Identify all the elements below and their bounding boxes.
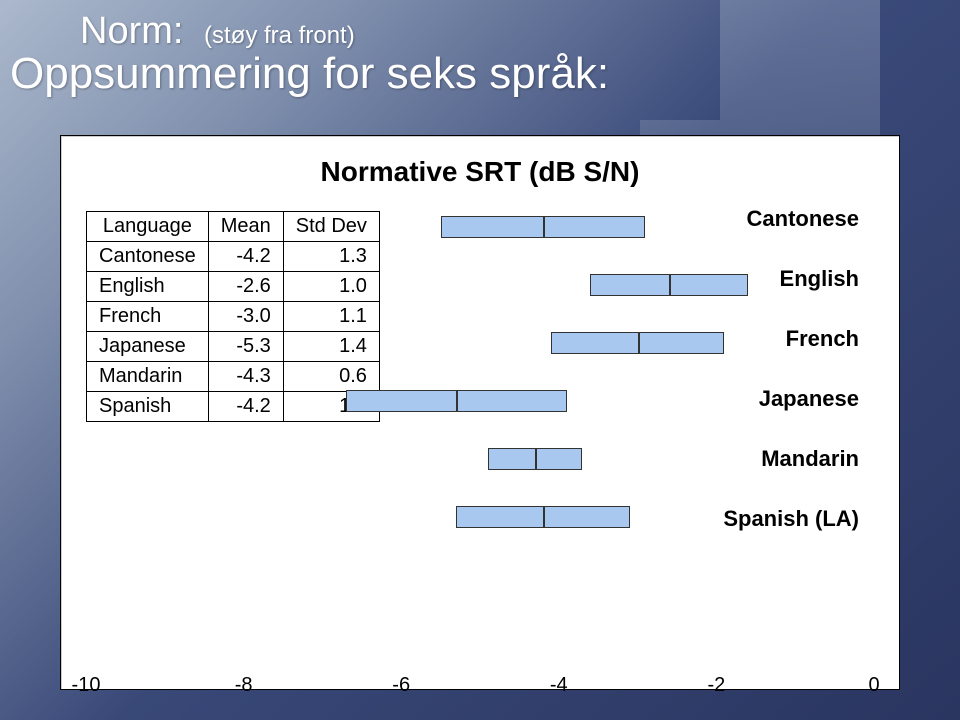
x-tick-label: -10 bbox=[72, 674, 101, 697]
error-bar-median bbox=[543, 216, 545, 238]
x-tick-label: -8 bbox=[235, 674, 253, 697]
series-label: Cantonese bbox=[723, 206, 859, 232]
chart-panel: Normative SRT (dB S/N) Language Mean Std… bbox=[60, 135, 900, 690]
header-norm-line: Norm: (støy fra front) bbox=[80, 10, 609, 53]
series-labels: Cantonese English French Japanese Mandarin Sp… bbox=[723, 206, 859, 566]
norm-sub: (støy fra front) bbox=[204, 22, 355, 49]
series-label: Spanish (LA) bbox=[723, 506, 859, 532]
x-tick-label: -6 bbox=[392, 674, 410, 697]
x-tick-label: -2 bbox=[707, 674, 725, 697]
header-subtitle: Oppsummering for seks språk: bbox=[10, 49, 609, 99]
series-label: French bbox=[723, 326, 859, 352]
series-label: Japanese bbox=[723, 386, 859, 412]
slide-header: Norm: (støy fra front) Oppsummering for … bbox=[10, 10, 609, 99]
series-label: English bbox=[723, 266, 859, 292]
error-bar-median bbox=[638, 332, 640, 354]
error-bar-median bbox=[535, 448, 537, 470]
norm-label: Norm: bbox=[80, 10, 183, 52]
x-tick-label: 0 bbox=[868, 674, 879, 697]
series-label: Mandarin bbox=[723, 446, 859, 472]
error-bar-median bbox=[456, 390, 458, 412]
chart-title: Normative SRT (dB S/N) bbox=[61, 156, 899, 188]
error-bar-median bbox=[669, 274, 671, 296]
x-tick-label: -4 bbox=[550, 674, 568, 697]
error-bar-median bbox=[543, 506, 545, 528]
